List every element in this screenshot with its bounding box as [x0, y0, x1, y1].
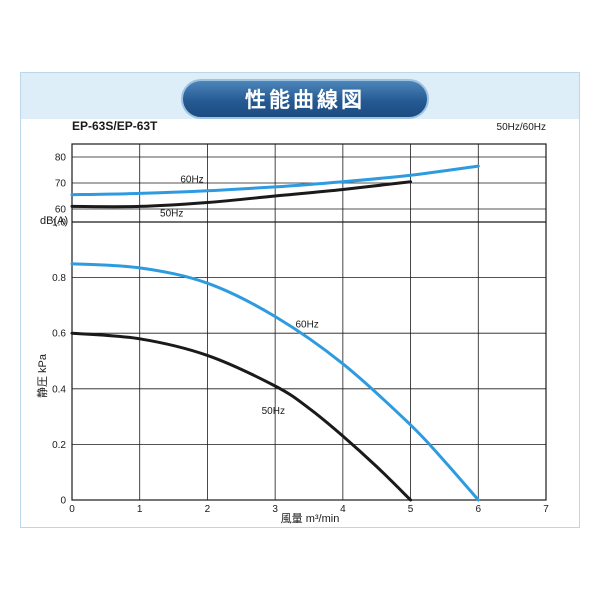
page-title-text: 性能曲線図 [245, 89, 365, 112]
noise-50hz-curve [70, 180, 413, 209]
noise-50hz-label: 50Hz [160, 208, 183, 219]
x-tick-label: 7 [543, 504, 549, 515]
page-title: 性能曲線図 [181, 79, 429, 119]
labels: 0 1 2 3 4 5 6 7 60 70 80 0 0.2 0.4 0.6 0.8 1.0 60Hz 50Hz 60… [52, 153, 549, 516]
noise-tick-label: 80 [55, 153, 67, 164]
noise-tick-label: 70 [55, 179, 67, 190]
x-tick-label: 0 [69, 504, 75, 515]
x-tick-label: 3 [272, 504, 278, 515]
x-tick-label: 1 [137, 504, 143, 515]
plot-border [71, 143, 547, 501]
x-tick-label: 2 [205, 504, 211, 515]
x-tick-label: 6 [476, 504, 482, 515]
pressure-50hz-label: 50Hz [262, 406, 285, 417]
x-tick-label: 5 [408, 504, 414, 515]
pressure-tick-label: 1.0 [52, 218, 66, 229]
chart-frame: 性能曲線図 [20, 72, 580, 528]
flow-axis-label: 風量 m³/min [281, 512, 340, 525]
model-label: EP-63S/EP-63T [72, 119, 158, 133]
pressure-tick-label: 0.2 [52, 440, 66, 451]
frequency-note: 50Hz/60Hz [497, 122, 546, 133]
pressure-50hz-curve [70, 331, 413, 502]
noise-tick-label: 60 [55, 205, 67, 216]
pressure-tick-label: 0.6 [52, 329, 66, 340]
pressure-60hz-curve [70, 262, 480, 502]
noise-axis-label: dB(A) [40, 215, 68, 227]
pressure-axis-label: 静圧 kPa [35, 353, 49, 398]
pressure-60hz-label: 60Hz [295, 320, 318, 331]
pressure-tick-label: 0.8 [52, 273, 66, 284]
pressure-tick-label: 0.4 [52, 384, 66, 395]
curves [70, 164, 480, 502]
noise-60hz-label: 60Hz [180, 174, 203, 185]
noise-60hz-curve [70, 164, 480, 197]
x-tick-label: 4 [340, 504, 346, 515]
pressure-tick-label: 0 [60, 496, 66, 507]
